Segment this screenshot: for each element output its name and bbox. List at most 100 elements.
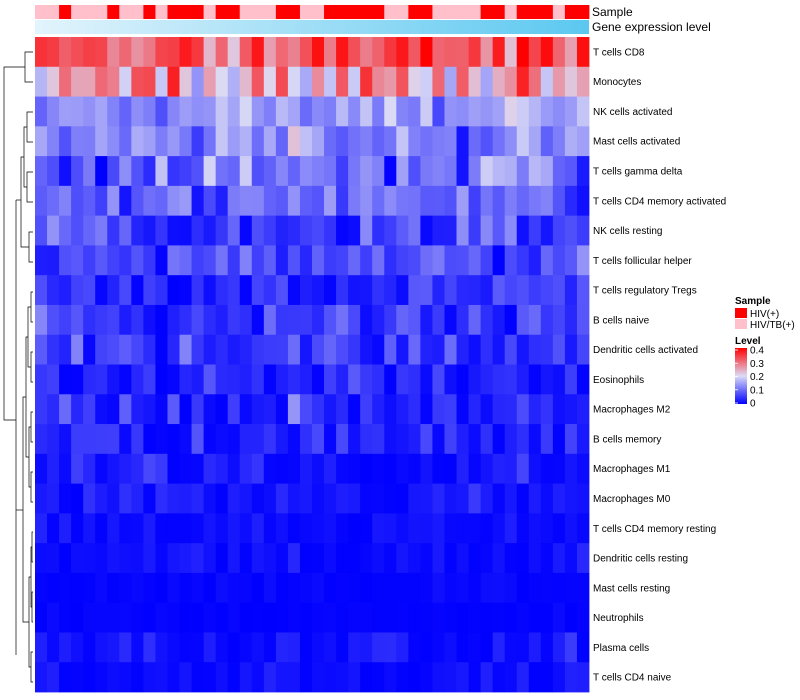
heatmap-cell [203, 602, 217, 633]
heatmap-cell [251, 156, 265, 187]
heatmap-cell [71, 96, 84, 127]
heatmap-cell [396, 662, 409, 693]
heatmap-cell [251, 126, 265, 157]
heatmap-cell [492, 126, 506, 157]
heatmap-cell [540, 245, 554, 276]
heatmap-cell [131, 394, 144, 425]
heatmap-cell [432, 215, 445, 246]
heatmap-cell [239, 215, 253, 246]
heatmap-cell [35, 126, 48, 157]
heatmap-cell [552, 662, 566, 693]
heatmap-cell [324, 364, 337, 395]
heatmap-cell [492, 334, 506, 365]
heatmap-cell [287, 215, 301, 246]
heatmap-cell [227, 185, 241, 217]
heatmap-cell [83, 245, 96, 276]
heatmap-cell [552, 543, 566, 574]
heatmap-cell [131, 602, 144, 633]
heatmap-cell [384, 275, 397, 306]
heatmap-cell [47, 513, 60, 544]
heatmap-cell [107, 572, 120, 604]
heatmap-cell [107, 394, 120, 425]
heatmap-cell [396, 394, 409, 425]
heatmap-cell [83, 483, 96, 514]
heatmap-cell [251, 602, 265, 633]
heatmap-cell [396, 66, 409, 97]
heatmap-cell [299, 245, 313, 276]
heatmap-cell [179, 572, 192, 604]
heatmap-cell [119, 513, 132, 544]
heatmap-cell [432, 364, 445, 395]
heatmap-cell [179, 37, 192, 68]
heatmap-cell [396, 334, 409, 365]
heatmap-cell [336, 364, 349, 395]
heatmap-cell [456, 126, 469, 157]
heatmap-cell [287, 513, 301, 544]
heatmap-cell [275, 453, 289, 484]
heatmap-cell [552, 275, 566, 306]
heatmap-cell [191, 453, 205, 484]
heatmap-cell [251, 275, 265, 306]
heatmap-cell [227, 126, 241, 157]
row-label: T cells regulatory Tregs [593, 286, 697, 297]
sample-annotation-cell [251, 5, 265, 19]
sample-annotation-cell [59, 5, 72, 19]
heatmap-cell [227, 245, 241, 276]
heatmap-cell [408, 275, 421, 306]
heatmap-cell [552, 96, 566, 127]
sample-annotation-cell [203, 5, 217, 19]
heatmap-cell [107, 334, 120, 365]
heatmap-cell [251, 662, 265, 693]
heatmap-cell [167, 364, 180, 395]
heatmap-cell [564, 156, 578, 187]
heatmap-cell [312, 275, 325, 306]
heatmap-cell [47, 364, 60, 395]
heatmap-cell [456, 245, 469, 276]
heatmap-cell [119, 37, 132, 68]
heatmap-cell [372, 364, 385, 395]
heatmap-cell [312, 364, 325, 395]
heatmap-cell [468, 394, 482, 425]
heatmap-cell [239, 245, 253, 276]
heatmap-cell [312, 304, 325, 336]
heatmap-cell [83, 602, 96, 633]
heatmap-cell [444, 215, 457, 246]
heatmap-cell [384, 215, 397, 246]
heatmap-cell [191, 334, 205, 365]
row-label: Mast cells activated [593, 137, 680, 148]
heatmap-cell [167, 424, 180, 455]
heatmap-cell [251, 483, 265, 514]
heatmap-cell [360, 513, 373, 544]
heatmap-cell [71, 364, 84, 395]
heatmap-cell [155, 364, 168, 395]
heatmap-cell [119, 245, 132, 276]
heatmap-cell [384, 513, 397, 544]
heatmap-cell [468, 513, 482, 544]
heatmap-cell [179, 334, 192, 365]
heatmap-cell [119, 215, 132, 246]
heatmap-cell [420, 662, 433, 693]
heatmap-cell [227, 543, 241, 574]
sample-annotation-cell [167, 5, 180, 19]
heatmap-cell [432, 185, 445, 217]
heatmap-cell [540, 156, 554, 187]
sample-annotation-cell [444, 5, 457, 19]
sample-annotation-cell [552, 5, 566, 19]
heatmap-cell [432, 543, 445, 574]
heatmap-cell [468, 543, 482, 574]
heatmap-cell [360, 215, 373, 246]
heatmap-cell [155, 662, 168, 693]
heatmap-cell [348, 543, 361, 574]
heatmap-cell [143, 215, 156, 246]
heatmap-cell [251, 632, 265, 663]
heatmap-cell [504, 602, 518, 633]
heatmap-cell [576, 602, 590, 633]
heatmap-cell [203, 156, 217, 187]
heatmap-cell [35, 483, 48, 514]
heatmap-cell [35, 662, 48, 693]
gene-expression-annotation-bar [35, 20, 589, 34]
heatmap-cell [107, 453, 120, 484]
heatmap-cell [59, 37, 72, 68]
heatmap-cell [372, 156, 385, 187]
heatmap-cell [396, 513, 409, 544]
